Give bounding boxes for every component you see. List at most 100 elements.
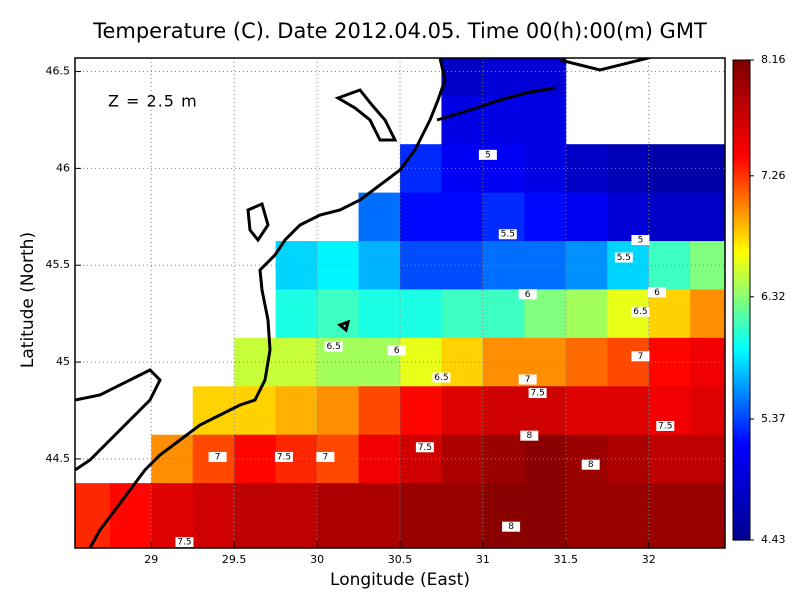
cell — [441, 241, 484, 290]
cell — [648, 531, 691, 548]
colorbar-tick-label: 4.43 — [761, 533, 786, 546]
contour-label: 7 — [638, 352, 644, 362]
cell — [317, 289, 360, 339]
colorbar-step — [733, 96, 750, 101]
colorbar-step — [733, 104, 750, 109]
contour-label-box — [274, 451, 293, 462]
colorbar-step — [733, 368, 750, 373]
colorbar-step — [733, 404, 750, 409]
cell — [400, 386, 442, 436]
colorbar-step — [733, 236, 750, 241]
colorbar-step — [733, 228, 750, 233]
cell — [607, 241, 650, 290]
cell — [275, 241, 318, 290]
contour-label-box — [478, 149, 497, 160]
cell — [565, 386, 608, 436]
colorbar-step — [733, 216, 750, 221]
cell — [482, 289, 525, 339]
colorbar-step — [733, 116, 750, 121]
colorbar-step — [733, 320, 750, 325]
colorbar-step — [733, 348, 750, 353]
colorbar-step — [733, 456, 750, 461]
colorbar-step — [733, 208, 750, 213]
cell — [565, 434, 608, 484]
cell — [607, 483, 650, 533]
cell — [275, 386, 318, 436]
y-tick-label: 45.5 — [46, 258, 71, 271]
cell — [482, 58, 525, 97]
contour-label: 7.5 — [277, 452, 291, 462]
x-tick-label: 29.5 — [222, 553, 247, 566]
cell — [275, 483, 318, 533]
cell — [441, 58, 484, 97]
colorbar-step — [733, 364, 750, 369]
contour-label-box — [502, 521, 521, 532]
cell — [441, 192, 484, 242]
cell — [607, 192, 650, 242]
colorbar-step — [733, 532, 750, 537]
colorbar-step — [733, 520, 750, 525]
colorbar-step — [733, 92, 750, 97]
cell — [565, 241, 608, 290]
colorbar-step — [733, 496, 750, 501]
cell — [275, 337, 318, 387]
cell — [607, 531, 650, 548]
colorbar-step — [733, 192, 750, 197]
cell — [565, 337, 608, 387]
cell — [565, 531, 608, 548]
x-tick-label: 29 — [144, 553, 158, 566]
colorbar-step — [733, 60, 750, 65]
cell — [607, 144, 650, 194]
contour-label: 7.5 — [418, 443, 432, 453]
cell — [690, 192, 725, 242]
colorbar-step — [733, 168, 750, 173]
colorbar-step — [733, 76, 750, 81]
cell — [317, 386, 360, 436]
colorbar-step — [733, 424, 750, 429]
colorbar-step — [733, 536, 750, 541]
grid: 29 29.5 30 30.5 31 31.5 32 44.5 45 45.5 46 46.5 5 5.5… — [46, 58, 725, 566]
colorbar-step — [733, 128, 750, 133]
colorbar-step — [733, 152, 750, 157]
x-tick-label: 31.5 — [554, 553, 579, 566]
cell — [565, 483, 608, 533]
cell — [690, 531, 725, 548]
colorbar-step — [733, 356, 750, 361]
colorbar-step — [733, 160, 750, 165]
colorbar-step — [733, 112, 750, 117]
colorbar-step — [733, 484, 750, 489]
colorbar-step — [733, 332, 750, 337]
colorbar-step — [733, 464, 750, 469]
colorbar-step — [733, 308, 750, 313]
colorbar-step — [733, 140, 750, 145]
contour-label-box — [324, 341, 343, 352]
contour-label-box — [498, 229, 517, 240]
cell — [358, 386, 401, 436]
cell — [441, 386, 484, 436]
colorbar-step — [733, 72, 750, 77]
colorbar-step — [733, 244, 750, 249]
cell — [524, 483, 567, 533]
cell — [75, 531, 111, 548]
contour-label: 6.5 — [434, 373, 448, 383]
cell — [192, 531, 235, 548]
colorbar-tick-label: 5.37 — [761, 412, 786, 425]
cell — [234, 483, 277, 533]
contour-label-box — [208, 451, 227, 462]
colorbar-step — [733, 220, 750, 225]
contour-label-box — [614, 252, 633, 263]
colorbar-step — [733, 196, 750, 201]
cell — [275, 531, 318, 548]
colorbar-step — [733, 184, 750, 189]
colorbar-step — [733, 372, 750, 377]
contour-label: 5 — [485, 150, 491, 160]
colorbar-step — [733, 388, 750, 393]
colorbar-step — [733, 224, 750, 229]
y-tick-label: 44.5 — [46, 452, 71, 465]
cell — [358, 483, 401, 533]
colorbar-step — [733, 396, 750, 401]
colorbar-step — [733, 400, 750, 405]
cell — [524, 144, 567, 194]
colorbar-step — [733, 212, 750, 217]
x-axis-label: Longitude (East) — [330, 570, 470, 590]
